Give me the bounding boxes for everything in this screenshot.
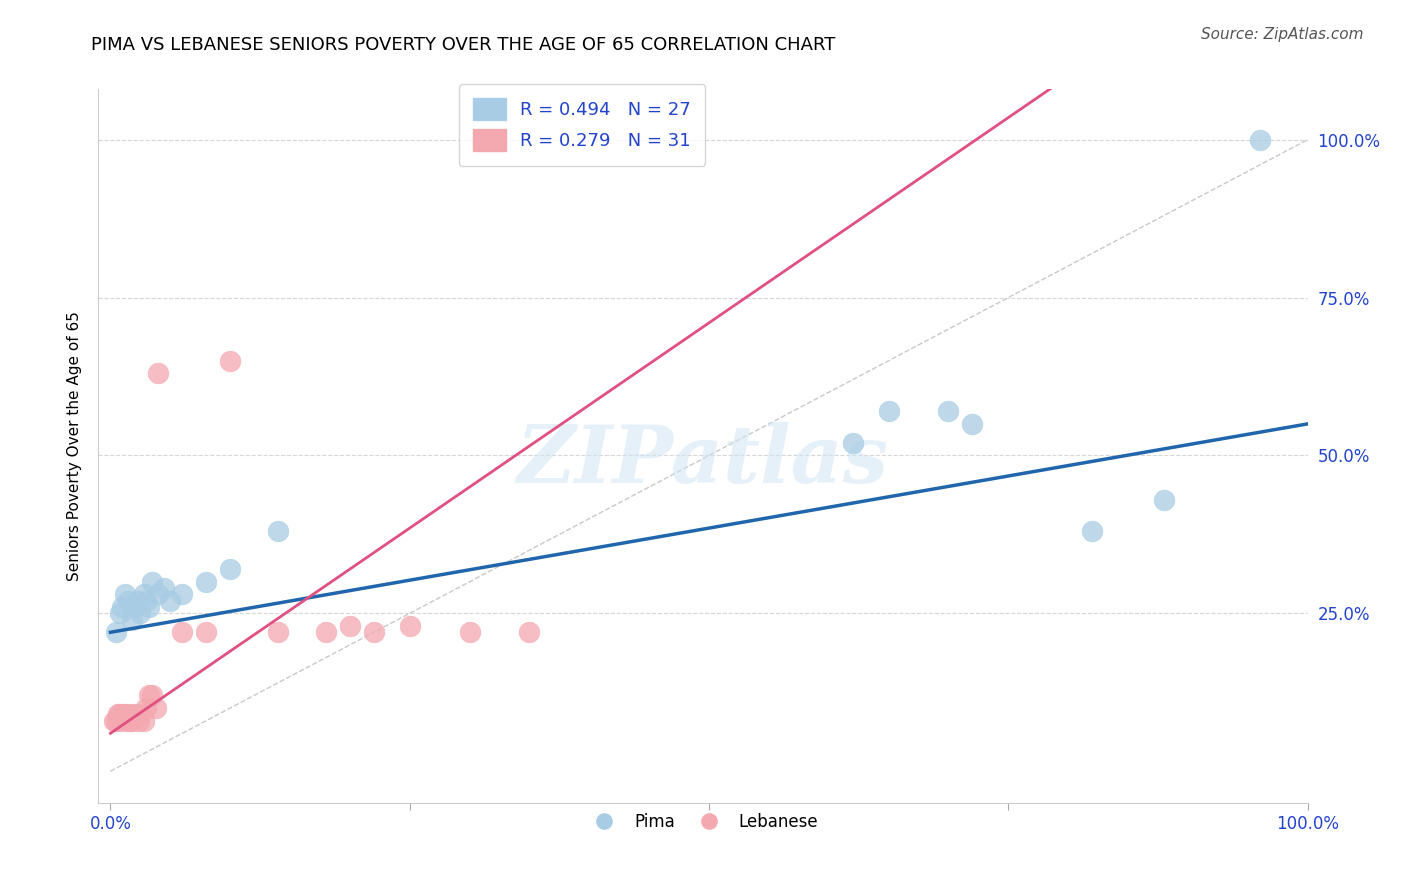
- Point: [114, 707, 136, 722]
- Point: [159, 593, 181, 607]
- Point: [117, 707, 139, 722]
- Point: [111, 600, 134, 615]
- Y-axis label: Seniors Poverty Over the Age of 65: Seniors Poverty Over the Age of 65: [67, 311, 83, 581]
- Point: [121, 613, 143, 627]
- Point: [124, 707, 146, 722]
- Point: [121, 714, 143, 728]
- Point: [111, 707, 134, 722]
- Point: [339, 619, 361, 633]
- Point: [1249, 133, 1271, 147]
- Point: [117, 593, 139, 607]
- Point: [135, 593, 157, 607]
- Point: [114, 587, 136, 601]
- Point: [129, 707, 152, 722]
- Point: [938, 404, 960, 418]
- Point: [145, 701, 167, 715]
- Point: [135, 701, 157, 715]
- Point: [108, 607, 131, 621]
- Point: [153, 581, 176, 595]
- Point: [458, 625, 481, 640]
- Point: [103, 714, 125, 728]
- Point: [132, 714, 155, 728]
- Point: [118, 714, 141, 728]
- Point: [195, 625, 218, 640]
- Point: [172, 625, 194, 640]
- Point: [267, 625, 290, 640]
- Point: [115, 714, 138, 728]
- Point: [124, 600, 146, 615]
- Point: [132, 587, 155, 601]
- Point: [138, 689, 160, 703]
- Point: [877, 404, 900, 418]
- Point: [141, 689, 163, 703]
- Text: PIMA VS LEBANESE SENIORS POVERTY OVER THE AGE OF 65 CORRELATION CHART: PIMA VS LEBANESE SENIORS POVERTY OVER TH…: [91, 36, 835, 54]
- Point: [107, 707, 129, 722]
- Point: [267, 524, 290, 539]
- Point: [148, 587, 170, 601]
- Point: [841, 435, 863, 450]
- Point: [148, 367, 170, 381]
- Text: Source: ZipAtlas.com: Source: ZipAtlas.com: [1201, 27, 1364, 42]
- Point: [108, 714, 131, 728]
- Text: ZIPatlas: ZIPatlas: [517, 422, 889, 499]
- Point: [129, 607, 152, 621]
- Point: [398, 619, 420, 633]
- Point: [363, 625, 385, 640]
- Point: [141, 574, 163, 589]
- Point: [107, 707, 129, 722]
- Point: [1153, 492, 1175, 507]
- Point: [219, 353, 242, 368]
- Point: [105, 714, 128, 728]
- Point: [315, 625, 337, 640]
- Point: [172, 587, 194, 601]
- Point: [138, 600, 160, 615]
- Point: [125, 707, 148, 722]
- Point: [519, 625, 541, 640]
- Point: [195, 574, 218, 589]
- Point: [219, 562, 242, 576]
- Point: [125, 593, 148, 607]
- Point: [128, 714, 150, 728]
- Point: [962, 417, 984, 431]
- Point: [1081, 524, 1104, 539]
- Point: [105, 625, 128, 640]
- Legend: Pima, Lebanese: Pima, Lebanese: [581, 806, 825, 838]
